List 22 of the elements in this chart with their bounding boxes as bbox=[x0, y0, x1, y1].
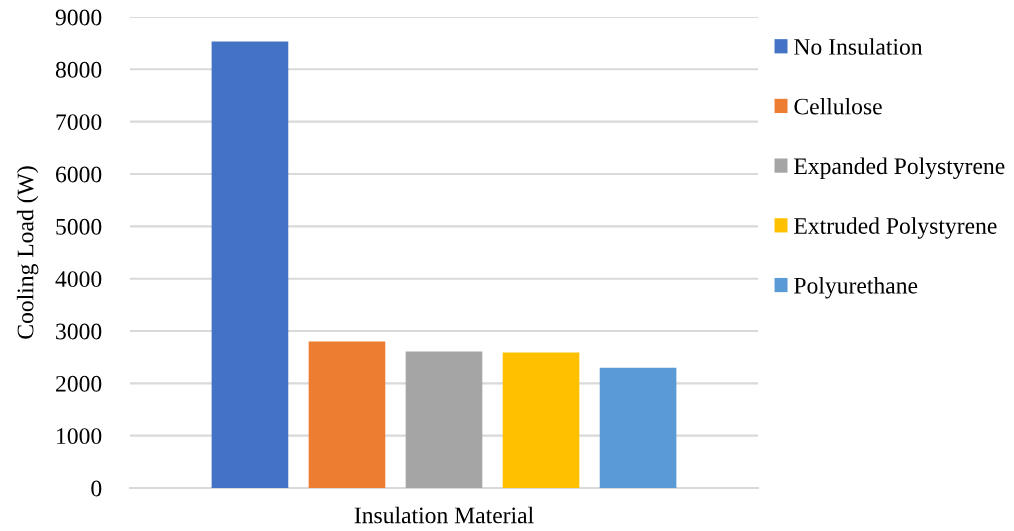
legend-label: Extruded Polystyrene bbox=[794, 217, 997, 239]
x-axis-title: Insulation Material bbox=[354, 506, 534, 524]
legend-label: No Insulation bbox=[794, 38, 923, 55]
y-axis-title: Cooling Load (W) bbox=[16, 166, 39, 339]
y-tick-label: 8000 bbox=[55, 61, 102, 78]
y-tick-label: 7000 bbox=[56, 114, 102, 131]
bar bbox=[599, 367, 677, 488]
y-tick-label: 3000 bbox=[56, 323, 102, 340]
y-tick-label: 1000 bbox=[57, 428, 102, 445]
y-tick-label: 6000 bbox=[56, 166, 102, 183]
y-tick-label: 4000 bbox=[55, 271, 102, 288]
y-tick-label: 5000 bbox=[56, 218, 102, 235]
y-tick-label: 0 bbox=[91, 480, 102, 497]
legend-label: Cellulose bbox=[794, 97, 882, 115]
bar bbox=[308, 341, 386, 488]
bar bbox=[405, 351, 483, 488]
y-tick-label: 9000 bbox=[55, 9, 102, 26]
legend-label: Polyurethane bbox=[794, 277, 918, 299]
bar bbox=[211, 41, 289, 488]
y-tick-label: 2000 bbox=[56, 375, 102, 392]
bar bbox=[502, 352, 580, 488]
legend-label: Expanded Polystyrene bbox=[794, 157, 1005, 180]
